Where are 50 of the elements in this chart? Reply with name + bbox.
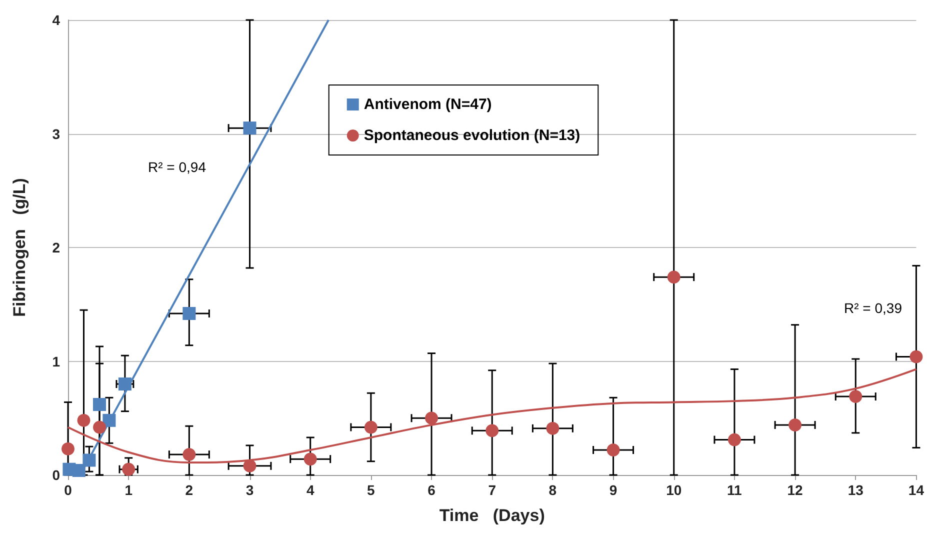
y-tick-label: 0 [52, 467, 60, 483]
point [425, 412, 438, 425]
x-tick-label: 13 [848, 482, 864, 498]
point [77, 414, 90, 427]
point [243, 459, 256, 472]
x-tick-label: 7 [488, 482, 496, 498]
point [849, 390, 862, 404]
x-tick-label: 1 [124, 482, 133, 498]
point [243, 122, 256, 135]
x-tick-label: 6 [428, 482, 436, 498]
y-tick-label: 2 [52, 240, 60, 256]
point [364, 420, 378, 434]
point [546, 422, 560, 435]
x-tick-label: 4 [306, 482, 314, 498]
annotation: R² = 0,39 [844, 300, 902, 316]
point [304, 452, 317, 466]
x-tick-label: 9 [609, 482, 618, 498]
y-tick-label: 4 [52, 12, 60, 28]
x-axis-title: Time (Days) [439, 506, 545, 525]
legend-label: Spontaneous evolution (N=13) [364, 127, 580, 144]
point [910, 350, 923, 364]
x-tick-label: 0 [64, 482, 72, 498]
point [72, 464, 86, 477]
x-tick-label: 8 [548, 482, 557, 498]
point [182, 448, 196, 462]
x-tick-label: 14 [908, 482, 924, 498]
point [62, 442, 74, 456]
legend-label: Antivenom (N=47) [364, 96, 492, 113]
point [486, 424, 499, 438]
x-tick-label: 11 [727, 482, 742, 498]
y-tick-label: 3 [52, 126, 60, 142]
point [93, 398, 106, 411]
x-tick-label: 3 [246, 482, 254, 498]
point [82, 454, 96, 467]
point [788, 418, 802, 432]
point [118, 378, 132, 390]
point [667, 270, 680, 284]
x-tick-label: 10 [666, 482, 682, 498]
x-tick-label: 2 [185, 482, 194, 498]
point [182, 306, 196, 320]
point [102, 414, 116, 427]
annotation: R² = 0,94 [148, 159, 206, 175]
x-tick-label: 5 [367, 482, 376, 498]
y-tick-label: 1 [52, 353, 60, 370]
x-tick-label: 12 [787, 482, 804, 498]
point [728, 433, 741, 446]
point [606, 443, 620, 456]
point [93, 420, 106, 434]
y-axis-title: Fibrinogen (g/L) [10, 178, 29, 317]
point [122, 462, 136, 476]
